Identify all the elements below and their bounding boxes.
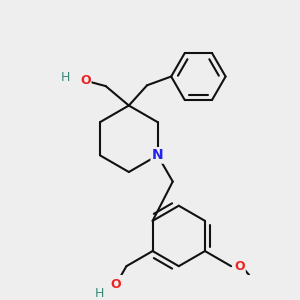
Text: O: O xyxy=(80,74,91,87)
Text: O: O xyxy=(111,278,121,291)
Text: H: H xyxy=(94,287,104,300)
Text: H: H xyxy=(61,71,70,84)
Text: O: O xyxy=(234,260,245,273)
Text: N: N xyxy=(152,148,164,162)
